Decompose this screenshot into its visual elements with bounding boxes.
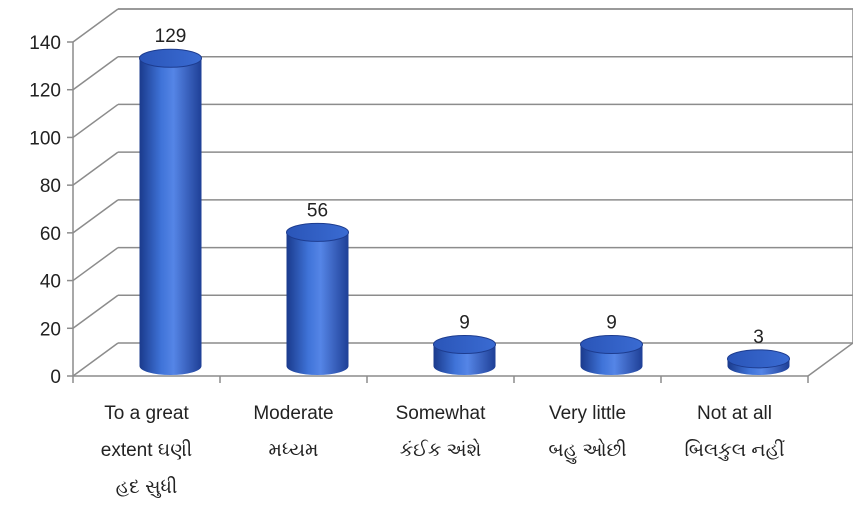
- gridline-side: [72, 199, 119, 234]
- x-category-label-line: To a great: [104, 403, 189, 424]
- x-category-label: To a great extent ઘણી હદ સુધી: [67, 395, 227, 506]
- gridline-side: [72, 294, 119, 329]
- bar-top: [139, 48, 202, 68]
- floor-right-edge: [807, 342, 853, 377]
- x-category-label-line: Somewhat: [395, 403, 486, 424]
- y-tick-label: 60: [40, 224, 61, 245]
- bar-top: [580, 335, 643, 355]
- x-category-label-line: બહુ ઓછી: [548, 440, 627, 461]
- x-category-label-line: મધ્યમ: [268, 440, 319, 461]
- bar-0: [139, 48, 202, 375]
- y-tick-label: 120: [29, 81, 61, 102]
- bar-body: [286, 232, 349, 375]
- y-tick-label: 20: [40, 319, 61, 340]
- data-label: 56: [307, 200, 328, 221]
- bar-body: [139, 58, 202, 375]
- bar-4: [727, 349, 790, 375]
- y-tick-label: 80: [40, 176, 61, 197]
- data-labels: 129 56 9 9 3: [155, 26, 764, 348]
- x-category-label-line: હદ સુધી: [115, 477, 178, 498]
- bar-top: [433, 335, 496, 355]
- x-category-label-line: extent ઘણી: [100, 440, 193, 461]
- data-label: 3: [753, 327, 764, 348]
- gridline-side: [72, 103, 119, 139]
- data-label: 9: [459, 313, 470, 334]
- x-category-label-line: Moderate: [253, 403, 334, 424]
- bar-2: [433, 335, 496, 375]
- chart-walls: [118, 8, 853, 377]
- x-category-label-line: Very little: [548, 403, 627, 424]
- bar-3: [580, 335, 643, 375]
- x-category-label: Moderate મધ્યમ: [214, 395, 374, 469]
- gridline-side: [72, 151, 119, 186]
- x-category-label: Somewhat કંઈક અંશે: [361, 395, 521, 469]
- bars: [139, 48, 790, 375]
- y-axis-ticks: 0 20 40 60 80 100 120 140: [29, 33, 61, 388]
- y-tick-label: 0: [50, 367, 61, 388]
- bar-top: [286, 222, 349, 242]
- gridlines: [72, 8, 853, 377]
- bar-1: [286, 222, 349, 375]
- data-label: 9: [606, 313, 617, 334]
- data-label: 129: [155, 26, 187, 47]
- gridline-side: [72, 56, 119, 91]
- x-category-label-line: કંઈક અંશે: [399, 440, 482, 461]
- y-tick-label: 40: [40, 272, 61, 293]
- bar-top: [727, 349, 790, 369]
- axes: [67, 41, 809, 383]
- x-category-label-line: Not at all: [697, 403, 772, 424]
- x-category-label: Not at all બિલકુલ નહીં: [655, 395, 815, 469]
- floor-left-edge: [72, 342, 119, 377]
- y-tick-label: 140: [29, 33, 61, 54]
- gridline-side: [72, 8, 119, 43]
- x-category-label-line: બિલકુલ નહીં: [684, 440, 785, 461]
- x-category-label: Very little બહુ ઓછી: [508, 395, 668, 469]
- y-tick-label: 100: [29, 128, 61, 149]
- gridline-side: [72, 246, 119, 282]
